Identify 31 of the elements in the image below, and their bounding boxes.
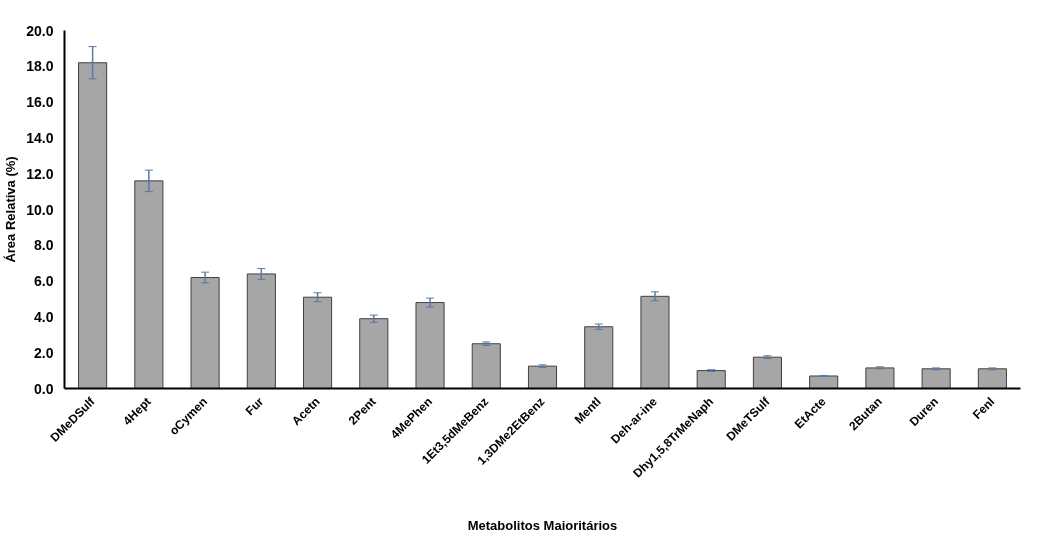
bar — [78, 62, 108, 389]
bar — [359, 318, 389, 389]
y-tick-label: 2.0 — [34, 344, 54, 361]
y-tick-label: 8.0 — [34, 237, 54, 254]
y-tick-label: 16.0 — [26, 94, 54, 111]
bar — [190, 277, 220, 389]
bar — [865, 367, 895, 389]
bar — [921, 368, 951, 389]
bar — [415, 302, 445, 389]
y-tick-label: 6.0 — [34, 273, 54, 290]
y-tick-label: 20.0 — [26, 22, 54, 39]
bar — [134, 180, 164, 389]
bar — [527, 365, 558, 389]
y-tick-label: 14.0 — [26, 129, 54, 146]
y-tick-label: 0.0 — [34, 380, 54, 397]
y-tick-label: 4.0 — [34, 308, 54, 325]
y-tick-label: 18.0 — [26, 58, 54, 75]
bar — [640, 295, 670, 389]
y-axis-title: Área Relativa (%) — [3, 156, 19, 263]
bar — [246, 273, 276, 389]
bar — [584, 326, 614, 389]
bar — [809, 375, 839, 389]
y-tick-label: 10.0 — [26, 201, 54, 218]
bar — [752, 356, 782, 389]
y-tick-label: 12.0 — [26, 165, 54, 182]
bar — [303, 296, 333, 389]
bar — [471, 343, 501, 389]
bar — [696, 370, 726, 389]
x-tick-label: Fur — [242, 394, 267, 419]
x-axis-title: Metabolitos Maioritários — [467, 518, 618, 534]
bar — [977, 368, 1007, 389]
